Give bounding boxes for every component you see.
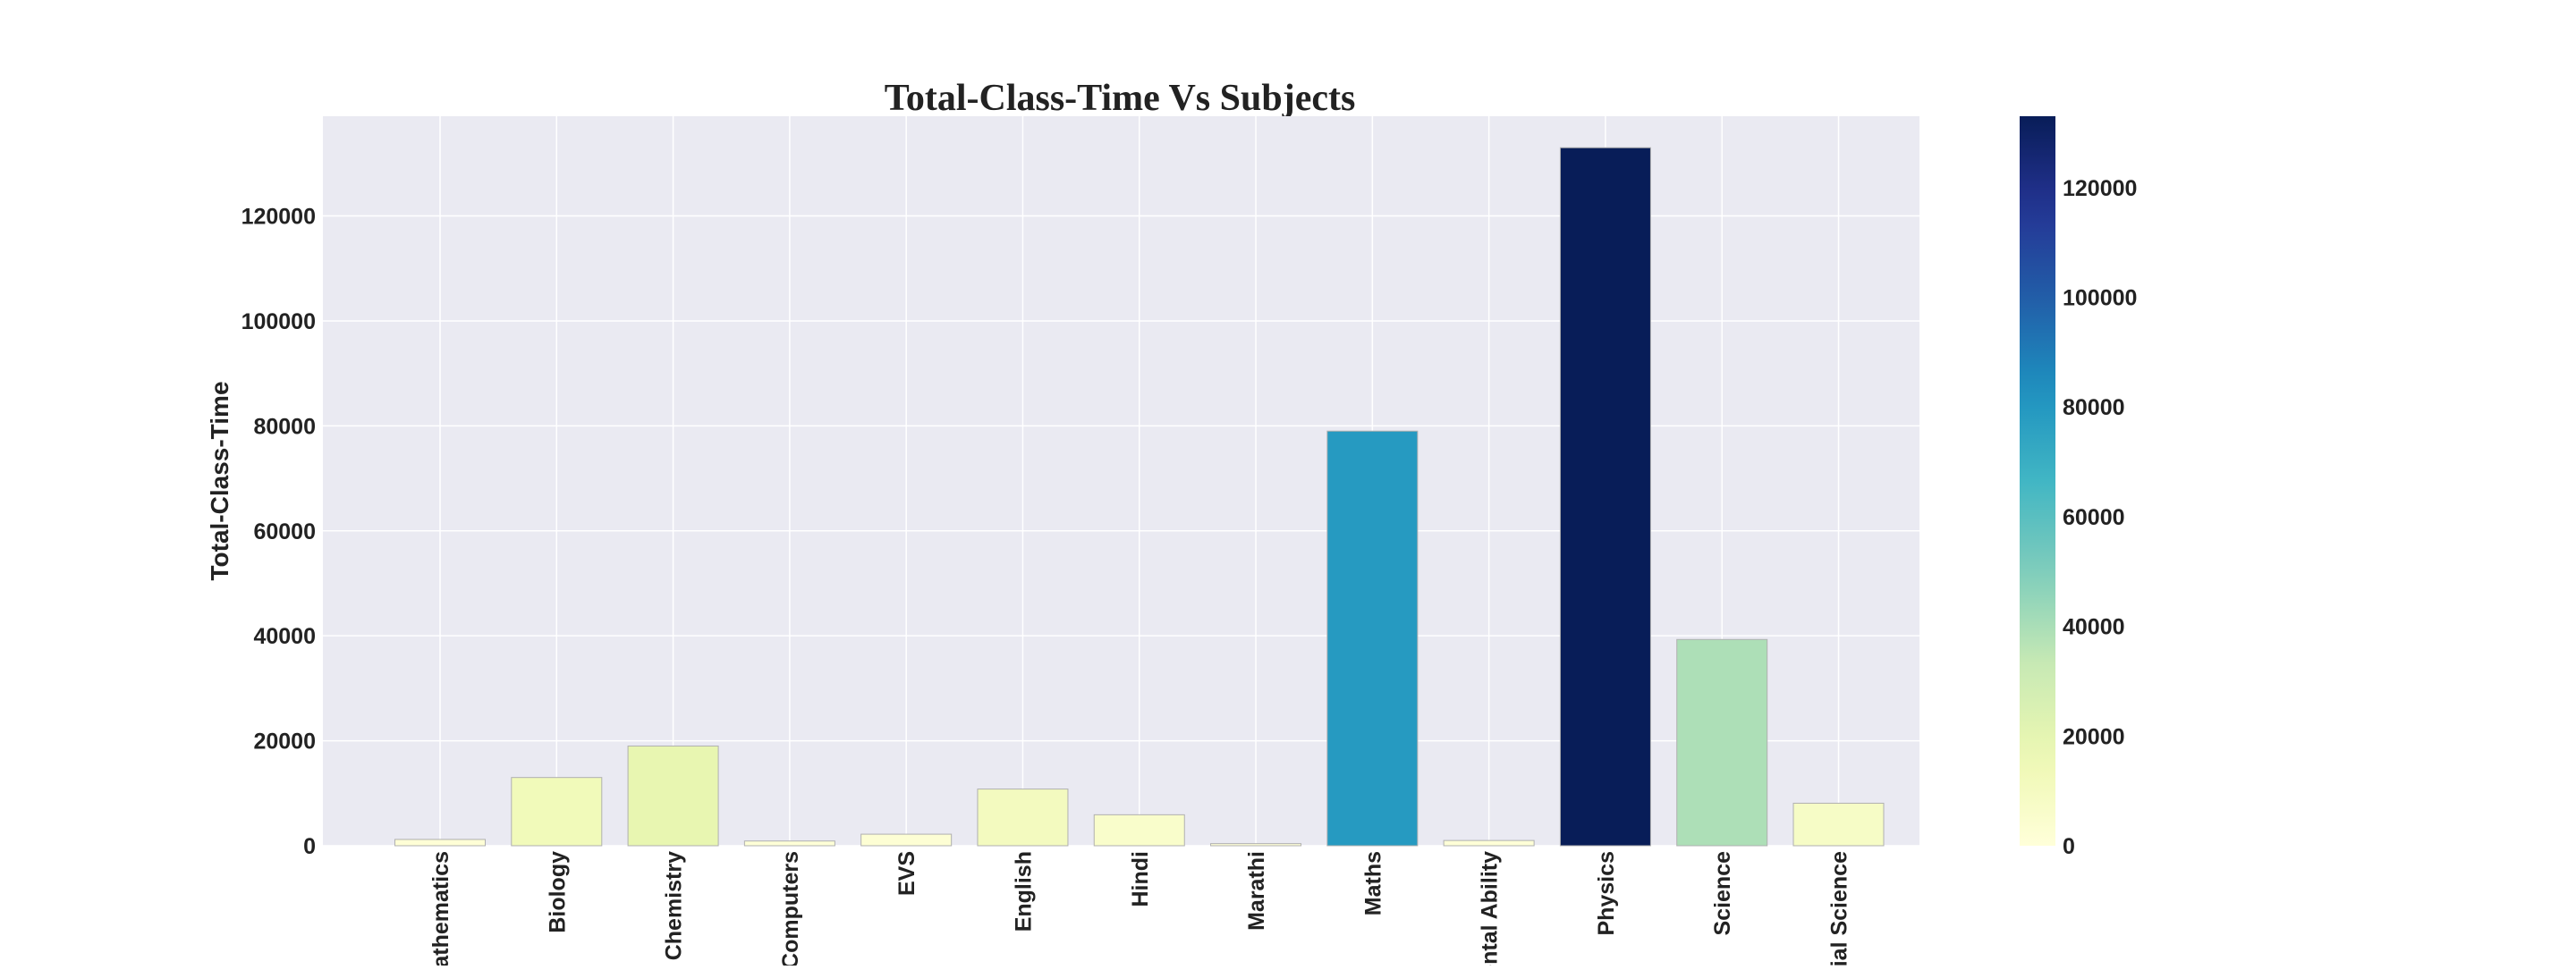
bar [743, 840, 835, 847]
y-tick-label: 80000 [253, 414, 316, 439]
x-tick-label: English [1011, 851, 1036, 932]
bars [394, 147, 1885, 847]
bar [627, 745, 719, 847]
colorbar: 0 20000 40000 60000 80000 100000 120000 [2020, 116, 2137, 859]
y-tick-label: 100000 [242, 309, 316, 334]
y-tick-label: 120000 [242, 205, 316, 230]
bar [860, 833, 953, 847]
colorbar-gradient [2020, 116, 2055, 846]
plot-area [323, 116, 1919, 847]
colorbar-ticks: 0 20000 40000 60000 80000 100000 120000 [2063, 176, 2137, 859]
x-tick-label: Physics [1594, 851, 1619, 936]
x-tick-label: Computers [778, 851, 803, 966]
y-axis-ticks: 0 20000 40000 60000 80000 100000 120000 [242, 205, 316, 859]
x-tick-label: Maths [1360, 851, 1385, 915]
bar [1676, 638, 1768, 847]
x-tick-label: Biology [545, 851, 570, 933]
x-axis-ticks: Mathematics Biology Chemistry Computers EVS E… [428, 851, 1852, 966]
colorbar-tick-label: 0 [2063, 834, 2075, 859]
x-tick-label: Chemistry [662, 851, 687, 960]
bar [1326, 430, 1419, 847]
bar [394, 839, 486, 847]
colorbar-tick-label: 100000 [2063, 285, 2137, 310]
bar [511, 777, 603, 847]
colorbar-tick-label: 80000 [2063, 395, 2125, 420]
bar [977, 789, 1069, 847]
x-tick-label: Mental Ability [1478, 851, 1503, 966]
bar [1443, 839, 1535, 847]
colorbar-tick-label: 120000 [2063, 176, 2137, 201]
y-tick-label: 20000 [253, 730, 316, 755]
x-tick-label: EVS [894, 851, 919, 896]
chart-title: Total-Class-Time Vs Subjects [885, 78, 1356, 119]
colorbar-tick-label: 40000 [2063, 615, 2125, 640]
colorbar-tick-label: 20000 [2063, 724, 2125, 749]
x-tick-label: Mathematics [428, 851, 453, 966]
bar [1792, 802, 1885, 847]
colorbar-tick-label: 60000 [2063, 505, 2125, 530]
bar [1093, 814, 1185, 847]
x-tick-label: Hindi [1128, 851, 1153, 907]
x-tick-label: Marathi [1244, 851, 1269, 931]
plot-background [323, 116, 1919, 846]
y-tick-label: 40000 [253, 624, 316, 649]
x-tick-label: Social Science [1827, 851, 1852, 966]
y-tick-label: 60000 [253, 519, 316, 544]
bar [1559, 147, 1651, 847]
x-tick-label: Science [1710, 851, 1735, 936]
y-axis-label: Total-Class-Time [206, 381, 233, 580]
bar [1210, 843, 1302, 847]
y-tick-label: 0 [303, 834, 316, 859]
